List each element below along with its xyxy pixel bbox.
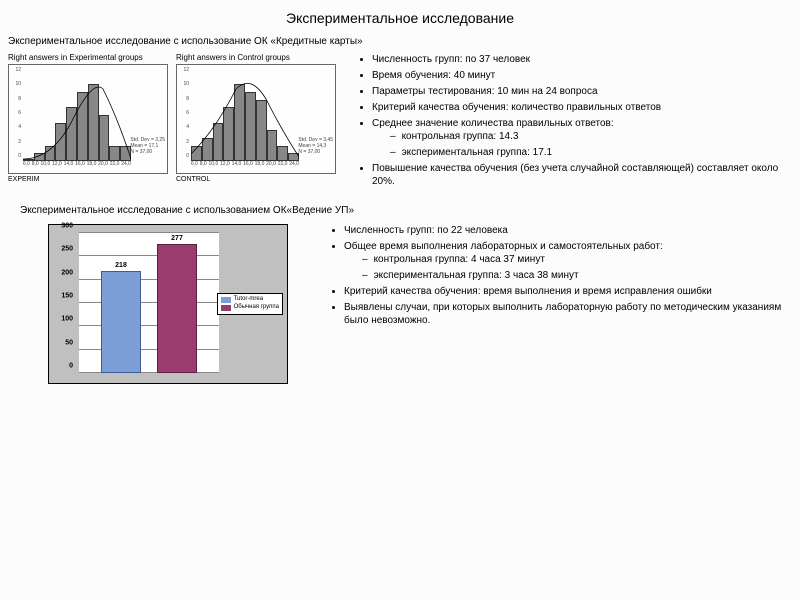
bullet-item: Параметры тестирования: 10 мин на 24 воп… xyxy=(372,85,792,98)
bar-item: 277 xyxy=(157,244,197,373)
hist2-label: CONTROL xyxy=(176,176,336,183)
hist-bar xyxy=(277,146,288,161)
bullet-item: Время обучения: 40 минут xyxy=(372,69,792,82)
hist-bar xyxy=(191,146,202,161)
hist-bar xyxy=(245,92,256,161)
section2-bullets: Численность групп: по 22 человека Общее в… xyxy=(308,224,792,384)
hist-experimental: Right answers in Experimental groups 024… xyxy=(8,53,168,191)
hist1-title: Right answers in Experimental groups xyxy=(8,53,168,62)
hist-bar xyxy=(223,107,234,161)
hist-bar xyxy=(256,100,267,161)
hist-bar xyxy=(99,115,110,161)
bar-value-label: 277 xyxy=(158,235,196,242)
hist-bar xyxy=(120,146,131,161)
hist-bar xyxy=(66,107,77,161)
bar-chart: 050100150200250300 218277 Tutor-mreaОбыч… xyxy=(48,224,288,384)
hist-bar xyxy=(34,153,45,161)
hist2-plot xyxy=(191,69,299,161)
hist1-plot xyxy=(23,69,131,161)
section1-title: Экспериментальное исследование с использ… xyxy=(0,34,800,53)
hist2-title: Right answers in Control groups xyxy=(176,53,336,62)
bar-item: 218 xyxy=(101,271,141,373)
bullet-item: Численность групп: по 37 человек xyxy=(372,53,792,66)
hist-bar xyxy=(55,123,66,161)
bullet-item: Повышение качества обучения (без учета с… xyxy=(372,162,792,188)
bullet-item: Критерий качества обучения: количество п… xyxy=(372,101,792,114)
hist-control: Right answers in Control groups 02468101… xyxy=(176,53,336,191)
section1-block: Right answers in Experimental groups 024… xyxy=(0,53,800,191)
hist-bar xyxy=(234,84,245,161)
histograms: Right answers in Experimental groups 024… xyxy=(8,53,336,191)
sub-bullet-item: экспериментальная группа: 17.1 xyxy=(390,146,792,159)
page-title: Экспериментальное исследование xyxy=(0,0,800,34)
bar-value-label: 218 xyxy=(102,262,140,269)
bullet-item: Численность групп: по 22 человека xyxy=(344,224,792,237)
hist-bar xyxy=(109,146,120,161)
hist2-box: 024681012 Std. Dev = 3,45Mean = 14,3N = … xyxy=(176,64,336,174)
bullet-item: Выявлены случаи, при которых выполнить л… xyxy=(344,301,792,327)
legend-item: Tutor-mrea xyxy=(221,296,279,304)
bullet-item: Среднее значение количества правильных о… xyxy=(372,117,792,159)
sub-bullet-item: контрольная группа: 14.3 xyxy=(390,130,792,143)
hist1-box: 024681012 Std. Dev = 3,25Mean = 17,1N = … xyxy=(8,64,168,174)
section2-block: 050100150200250300 218277 Tutor-mreaОбыч… xyxy=(0,224,800,384)
bullet-item: Критерий качества обучения: время выполн… xyxy=(344,285,792,298)
bar-legend: Tutor-mreaОбычная группа xyxy=(217,293,283,315)
section1-bullets: Численность групп: по 37 человек Время об… xyxy=(336,53,792,191)
sub-bullet-item: экспериментальная группа: 3 часа 38 мину… xyxy=(362,269,792,282)
hist-bar xyxy=(267,130,278,161)
legend-item: Обычная группа xyxy=(221,304,279,312)
bullet-item: Общее время выполнения лабораторных и са… xyxy=(344,240,792,282)
sub-bullet-item: контрольная группа: 4 часа 37 минут xyxy=(362,253,792,266)
hist-bar xyxy=(77,92,88,161)
bar-chart-wrap: 050100150200250300 218277 Tutor-mreaОбыч… xyxy=(48,224,308,384)
hist-bar xyxy=(288,153,299,161)
hist-bar xyxy=(88,84,99,161)
hist-bar xyxy=(202,138,213,161)
hist-bar xyxy=(45,146,56,161)
hist-bar xyxy=(213,123,224,161)
section2-title: Экспериментальное исследование с использ… xyxy=(0,191,800,224)
hist1-label: EXPERIM xyxy=(8,176,168,183)
